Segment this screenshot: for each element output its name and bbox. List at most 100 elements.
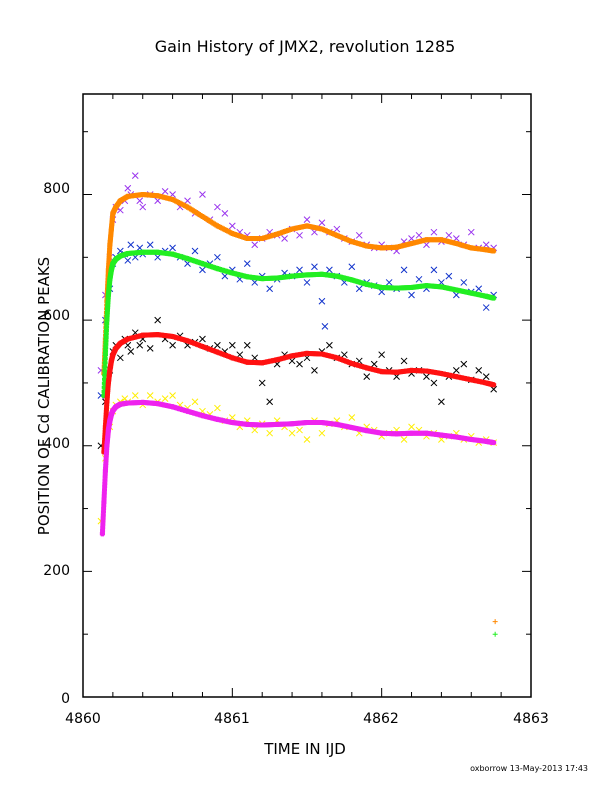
data-point (430, 379, 438, 387)
data-point (423, 430, 429, 436)
data-point (214, 416, 220, 422)
data-point (415, 275, 423, 283)
series-5 (101, 249, 497, 398)
data-point (303, 436, 311, 443)
data-point (304, 420, 310, 426)
data-point (289, 226, 295, 232)
data-point (146, 241, 154, 249)
data-point (124, 184, 132, 192)
data-point (243, 341, 251, 349)
data-point (423, 283, 429, 289)
data-point (379, 245, 385, 251)
data-point (107, 418, 113, 424)
x-tick-label-4863: 4863 (513, 711, 549, 727)
data-point (199, 344, 205, 350)
data-point (348, 263, 356, 271)
data-point (430, 266, 438, 274)
data-point (127, 241, 135, 249)
data-point (321, 323, 329, 330)
data-point (491, 295, 497, 301)
data-point (191, 247, 199, 255)
data-point (319, 351, 325, 357)
data-point (394, 285, 400, 291)
data-point (214, 349, 220, 355)
data-point (140, 332, 146, 338)
data-point (355, 231, 363, 239)
data-point (468, 377, 474, 383)
data-point (334, 355, 340, 361)
data-point (304, 223, 310, 229)
data-point (311, 263, 318, 271)
data-point (430, 228, 438, 236)
data-point (445, 231, 453, 239)
series-6 (101, 332, 497, 455)
data-point (468, 290, 474, 296)
data-point (113, 256, 119, 262)
data-point (117, 253, 123, 259)
data-point (185, 408, 191, 414)
data-point (438, 432, 444, 438)
series-8 (492, 619, 498, 625)
data-point (124, 341, 132, 349)
data-point (244, 421, 250, 427)
data-point (125, 336, 131, 342)
data-point (214, 341, 221, 349)
series-7 (99, 399, 497, 537)
data-point (319, 271, 325, 277)
data-point (355, 285, 363, 293)
data-point (146, 345, 154, 352)
data-point (274, 357, 280, 363)
data-layer (97, 172, 498, 637)
data-point (289, 421, 295, 427)
data-point (99, 531, 105, 537)
data-point (482, 241, 490, 249)
data-point (105, 427, 111, 433)
data-point (169, 244, 176, 252)
data-point (229, 420, 235, 426)
data-point (113, 345, 119, 351)
data-point (475, 367, 483, 374)
data-point (214, 266, 220, 272)
data-point (408, 423, 415, 431)
data-point (105, 292, 111, 298)
data-point (482, 373, 490, 381)
data-point (349, 360, 355, 366)
data-point (266, 398, 274, 406)
data-point (364, 428, 370, 434)
data-point (146, 392, 154, 399)
minor-ticks (82, 94, 532, 698)
data-point (110, 210, 116, 216)
data-point (101, 499, 107, 505)
data-point (117, 198, 123, 204)
data-point (170, 197, 176, 203)
data-point (289, 353, 295, 359)
data-point (107, 276, 113, 282)
data-point (110, 352, 116, 358)
data-point (199, 191, 206, 198)
data-point (131, 172, 139, 180)
series-0 (97, 172, 498, 374)
data-point (415, 231, 423, 239)
data-point (125, 400, 131, 406)
data-point (107, 367, 113, 373)
data-point (423, 237, 429, 243)
data-point (400, 436, 408, 443)
data-point (259, 422, 265, 428)
x-axis-label: TIME IN IJD (263, 740, 346, 758)
data-point (184, 197, 191, 205)
data-point (199, 213, 205, 219)
data-point (296, 266, 303, 274)
data-point (251, 241, 259, 249)
data-point (136, 197, 144, 205)
data-point (333, 225, 341, 233)
data-point (319, 226, 325, 232)
data-point (266, 285, 274, 293)
data-point (154, 316, 162, 324)
data-point (199, 335, 206, 343)
data-point (169, 341, 176, 349)
data-point (185, 204, 191, 210)
data-point (385, 279, 393, 286)
data-point (438, 284, 444, 290)
y-axis-label: POSITION OF Cd CALIBRATION PEAKS (35, 257, 53, 535)
data-point (169, 392, 176, 399)
